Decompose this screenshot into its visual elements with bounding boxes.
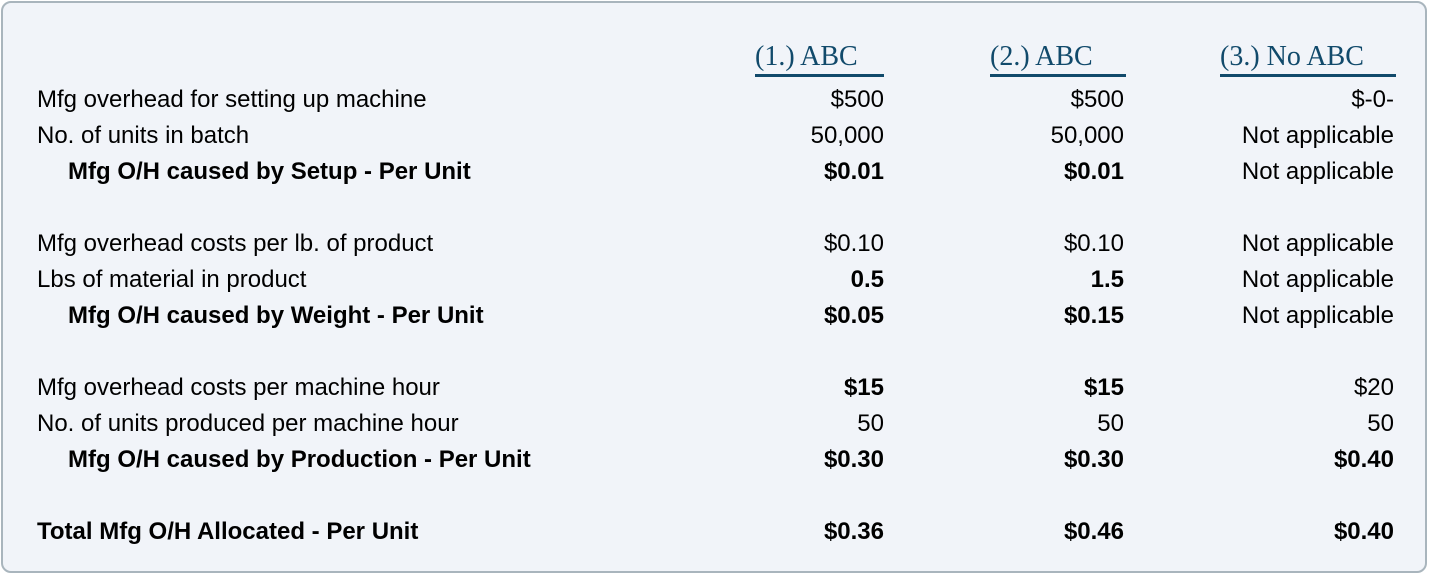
cell-value-col-2: $15 (1083, 374, 1124, 401)
column-header-1-abc: (1.) ABC (755, 40, 884, 77)
table-row: No. of units produced per machine hour 50… (0, 406, 1432, 442)
row-label: Mfg overhead for setting up machine (37, 86, 427, 113)
cell-value-col-2: $0.10 (1063, 230, 1124, 257)
cell-value-col-2: $0.01 (1063, 158, 1124, 185)
cell-value-col-1: $0.05 (823, 302, 884, 329)
table-row: Mfg overhead costs per machine hour $15 $1… (0, 370, 1432, 406)
row-label: No. of units produced per machine hour (37, 410, 459, 437)
cell-value-col-1: $0.30 (823, 446, 884, 473)
table-row: Mfg O/H caused by Setup - Per Unit $0.01 $… (0, 154, 1432, 190)
cell-value-col-3: $0.40 (1333, 446, 1394, 473)
cell-value-col-3: Not applicable (1241, 266, 1394, 293)
row-label: Mfg overhead costs per machine hour (37, 374, 440, 401)
cell-value-col-2: $0.30 (1063, 446, 1124, 473)
cell-value-col-3: $20 (1353, 374, 1394, 401)
cell-value-col-2: $0.46 (1063, 518, 1124, 545)
cell-value-col-1: $0.01 (823, 158, 884, 185)
cell-value-col-3: Not applicable (1241, 158, 1394, 185)
row-label: Mfg overhead costs per lb. of product (37, 230, 434, 257)
cell-value-col-3: $-0- (1351, 86, 1394, 113)
row-label: Mfg O/H caused by Weight - Per Unit (68, 302, 484, 329)
cell-value-col-2: $0.15 (1063, 302, 1124, 329)
cell-value-col-2: 50 (1097, 410, 1124, 437)
table-row: No. of units in batch 50,000 50,000 Not app… (0, 118, 1432, 154)
cell-value-col-1: $500 (830, 86, 884, 113)
table-row: Mfg overhead costs per lb. of product $0.… (0, 226, 1432, 262)
row-label: Lbs of material in product (37, 266, 307, 293)
row-label: Mfg O/H caused by Production - Per Unit (68, 446, 531, 473)
cell-value-col-2: $500 (1070, 86, 1124, 113)
cell-value-col-3: 50 (1367, 410, 1394, 437)
cell-value-col-1: 50,000 (810, 122, 884, 149)
cell-value-col-3: $0.40 (1333, 518, 1394, 545)
cell-value-col-3: Not applicable (1241, 230, 1394, 257)
table-row: Mfg O/H caused by Production - Per Unit $… (0, 442, 1432, 478)
cell-value-col-1: $0.10 (823, 230, 884, 257)
table-row: Total Mfg O/H Allocated - Per Unit $0.36 $… (0, 514, 1432, 550)
column-header-2-abc: (2.) ABC (990, 40, 1126, 77)
table-row: Mfg O/H caused by Weight - Per Unit $0.05… (0, 298, 1432, 334)
row-label: Total Mfg O/H Allocated - Per Unit (37, 518, 419, 545)
cell-value-col-1: 50 (857, 410, 884, 437)
column-header-3-no-abc: (3.) No ABC (1220, 40, 1396, 77)
table-row: Mfg overhead for setting up machine $500 $… (0, 82, 1432, 118)
cell-value-col-1: $15 (843, 374, 884, 401)
row-label: Mfg O/H caused by Setup - Per Unit (68, 158, 471, 185)
row-label: No. of units in batch (37, 122, 250, 149)
table-row: Lbs of material in product 0.5 1.5 Not appl… (0, 262, 1432, 298)
cell-value-col-1: 0.5 (850, 266, 884, 293)
cell-value-col-2: 50,000 (1050, 122, 1124, 149)
cell-value-col-3: Not applicable (1241, 122, 1394, 149)
cell-value-col-1: $0.36 (823, 518, 884, 545)
cell-value-col-3: Not applicable (1241, 302, 1394, 329)
cell-value-col-2: 1.5 (1090, 266, 1124, 293)
